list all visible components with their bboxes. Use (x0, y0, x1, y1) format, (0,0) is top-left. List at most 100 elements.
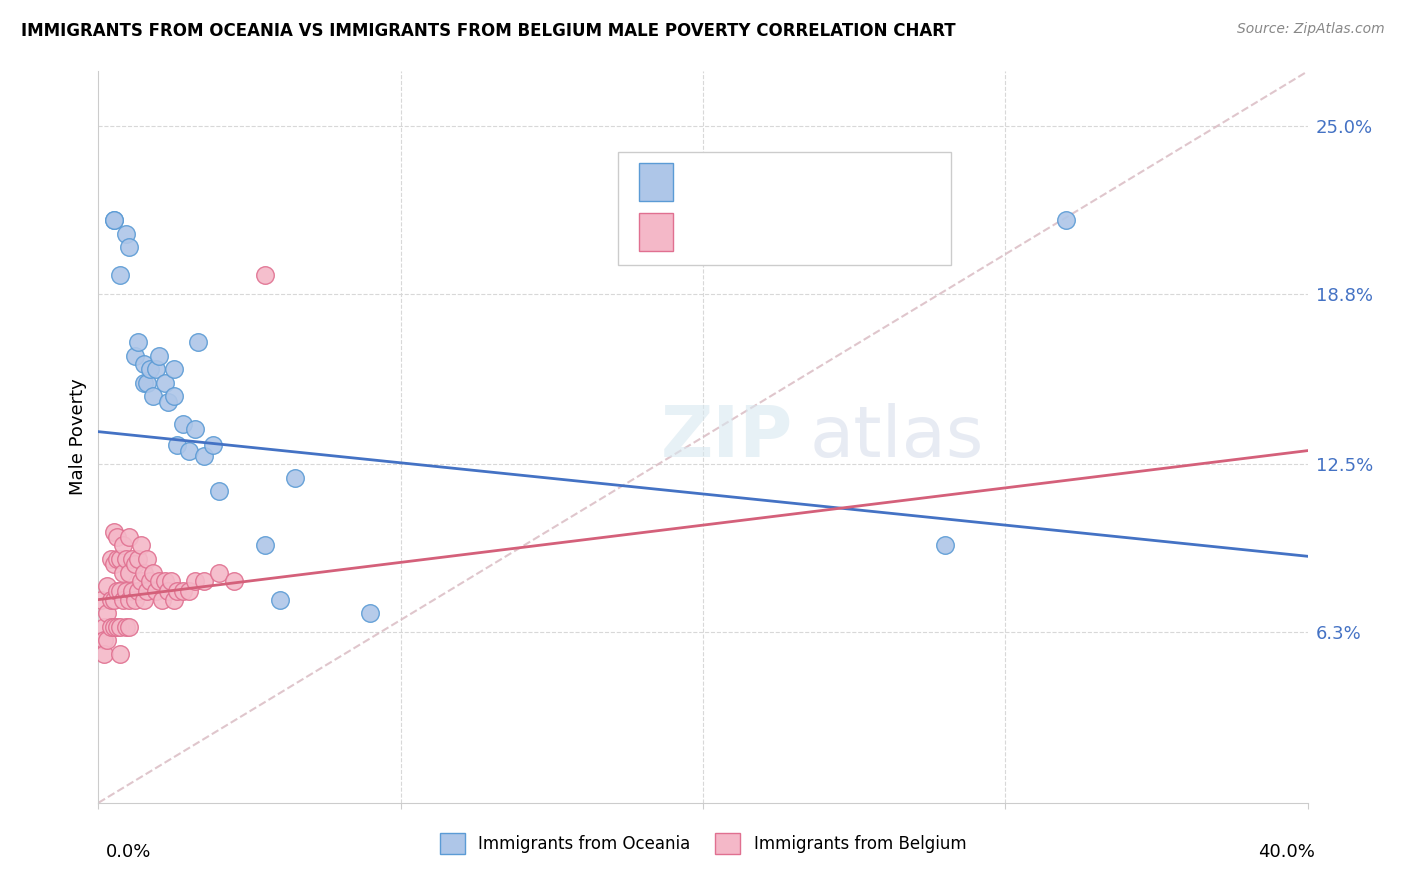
Point (105, 584, 128, 599)
Point (105, 552, 128, 566)
Point (148, 574, 170, 588)
Point (1054, 213, 1077, 227)
Point (150, 592, 173, 607)
Text: ZIP: ZIP (661, 402, 793, 472)
Legend: Immigrants from Oceania, Immigrants from Belgium: Immigrants from Oceania, Immigrants from… (433, 827, 973, 860)
Point (103, 524, 125, 539)
Point (93, 647, 115, 661)
Point (132, 376, 155, 390)
Text: 40.0%: 40.0% (1258, 843, 1315, 861)
Point (163, 362, 186, 376)
Point (108, 584, 131, 599)
Point (100, 592, 122, 607)
Point (132, 592, 155, 607)
Text: IMMIGRANTS FROM OCEANIA VS IMMIGRANTS FROM BELGIUM MALE POVERTY CORRELATION CHAR: IMMIGRANTS FROM OCEANIA VS IMMIGRANTS FR… (21, 22, 956, 40)
Point (135, 584, 157, 599)
Y-axis label: Male Poverty: Male Poverty (69, 379, 87, 495)
Point (148, 349, 170, 363)
Point (135, 376, 157, 390)
Point (121, 552, 143, 566)
Point (253, 268, 276, 282)
Point (253, 538, 276, 552)
Point (172, 584, 194, 599)
Point (127, 335, 149, 350)
Point (153, 574, 176, 588)
Point (179, 443, 201, 458)
Text: R =: R = (695, 222, 731, 241)
Point (163, 389, 186, 403)
Point (127, 584, 149, 599)
Point (139, 362, 162, 376)
Point (93, 620, 115, 634)
Text: -0.159: -0.159 (745, 173, 804, 191)
Point (269, 592, 291, 607)
Text: 0.0%: 0.0% (105, 843, 150, 861)
Point (105, 530, 128, 544)
Point (360, 606, 382, 620)
Point (118, 240, 141, 254)
Point (103, 213, 125, 227)
Point (184, 422, 207, 436)
Point (103, 620, 125, 634)
Point (127, 552, 149, 566)
Point (118, 566, 141, 580)
Point (118, 530, 141, 544)
Point (132, 566, 155, 580)
Point (108, 647, 131, 661)
Point (108, 268, 131, 282)
Point (193, 449, 215, 463)
Text: atlas: atlas (810, 402, 984, 472)
FancyBboxPatch shape (638, 212, 673, 251)
Point (166, 438, 188, 452)
Point (208, 566, 231, 580)
Point (139, 574, 162, 588)
Point (114, 227, 136, 241)
Point (129, 538, 152, 552)
Point (108, 620, 131, 634)
Point (129, 574, 152, 588)
Point (118, 620, 141, 634)
Point (163, 592, 186, 607)
FancyBboxPatch shape (619, 152, 950, 265)
Point (108, 552, 131, 566)
Point (184, 574, 207, 588)
Point (93, 633, 115, 648)
Point (145, 362, 167, 376)
Point (118, 592, 141, 607)
Point (142, 389, 165, 403)
Text: N =: N = (815, 173, 852, 191)
Point (111, 592, 134, 607)
Text: R =: R = (695, 173, 731, 191)
Point (172, 417, 194, 431)
Point (934, 538, 956, 552)
Point (96, 579, 118, 593)
Text: 32: 32 (863, 173, 887, 191)
Point (187, 335, 209, 350)
Point (153, 376, 176, 390)
Point (114, 584, 136, 599)
Point (103, 558, 125, 572)
Point (124, 592, 146, 607)
Point (114, 620, 136, 634)
Point (103, 213, 125, 227)
Point (121, 584, 143, 599)
Point (179, 584, 201, 599)
Point (124, 349, 146, 363)
Point (202, 438, 225, 452)
Point (105, 620, 128, 634)
Point (284, 471, 307, 485)
Point (142, 566, 165, 580)
FancyBboxPatch shape (638, 163, 673, 201)
Point (111, 538, 134, 552)
Point (96, 633, 118, 648)
Point (114, 552, 136, 566)
Text: 0.142: 0.142 (745, 222, 799, 241)
Point (224, 574, 246, 588)
Point (193, 574, 215, 588)
Point (100, 620, 122, 634)
Point (111, 566, 134, 580)
Point (145, 584, 167, 599)
Point (124, 558, 146, 572)
Point (132, 357, 155, 371)
Point (208, 484, 231, 499)
